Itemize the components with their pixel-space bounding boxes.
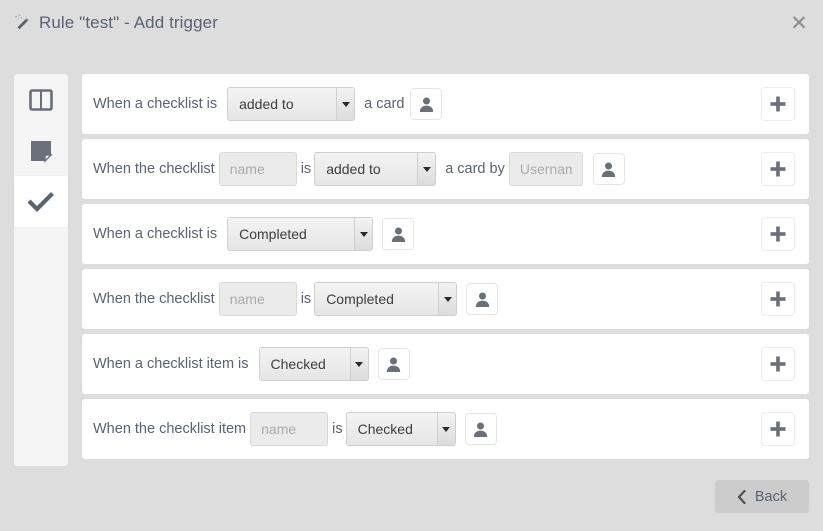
person-icon-button[interactable] — [410, 88, 443, 120]
close-icon[interactable]: ✕ — [785, 9, 813, 37]
select-value: Completed — [239, 226, 307, 242]
trigger-row: When a checklist item is Checked — [82, 334, 809, 394]
trigger-row: When the checklist is Completed — [82, 269, 809, 329]
trigger-label-before: When a checklist is — [93, 226, 218, 242]
person-icon — [419, 97, 434, 112]
person-icon-button[interactable] — [382, 218, 415, 250]
select-value: Checked — [357, 421, 413, 437]
trigger-label-mid: is — [300, 161, 312, 177]
plus-icon — [770, 356, 786, 372]
back-button-label: Back — [754, 488, 788, 505]
person-icon — [391, 227, 405, 242]
magic-wand-icon — [15, 14, 29, 30]
trigger-label-before: When a checklist item is — [93, 356, 249, 372]
select-value: Checked — [270, 356, 326, 372]
chevron-left-icon — [737, 489, 746, 504]
back-button[interactable]: Back — [715, 480, 809, 513]
chevron-down-icon — [436, 413, 455, 445]
checklist-action-select[interactable]: added to — [314, 152, 437, 186]
plus-icon — [770, 161, 786, 177]
trigger-label-before: When a checklist is — [93, 96, 218, 112]
trigger-row: When a checklist is added to a card — [82, 74, 809, 134]
checklist-item-state-select[interactable]: Checked — [258, 347, 369, 381]
select-value: added to — [326, 161, 381, 177]
add-trigger-button[interactable] — [761, 412, 795, 446]
sidebar-item-card[interactable] — [14, 125, 68, 176]
plus-icon — [770, 96, 786, 112]
trigger-label-before: When the checklist — [93, 291, 215, 307]
person-icon-button[interactable] — [377, 348, 410, 380]
trigger-label-after: a card — [364, 96, 405, 112]
board-columns-icon — [29, 88, 53, 111]
trigger-label-before: When the checklist — [93, 161, 215, 177]
page-title: Rule "test" - Add trigger — [12, 13, 218, 33]
person-icon — [475, 292, 489, 307]
add-trigger-button[interactable] — [761, 347, 795, 381]
sidebar-item-checklist[interactable] — [14, 176, 68, 227]
plus-icon — [770, 226, 786, 242]
checklist-item-name-input[interactable] — [250, 412, 329, 446]
chevron-down-icon — [336, 88, 355, 120]
chevron-down-icon — [438, 283, 457, 315]
card-note-icon — [31, 140, 53, 163]
checklist-state-select[interactable]: Completed — [314, 282, 458, 316]
dialog-header: Rule "test" - Add trigger ✕ — [0, 0, 823, 46]
checklist-state-select[interactable]: Completed — [227, 217, 374, 251]
sidebar-item-board[interactable] — [14, 74, 68, 125]
person-icon-button[interactable] — [464, 413, 497, 445]
page-title-text: Rule "test" - Add trigger — [39, 13, 218, 32]
checklist-action-select[interactable]: added to — [227, 87, 356, 121]
select-value: added to — [239, 96, 294, 112]
checkmark-icon — [28, 191, 54, 212]
chevron-down-icon — [349, 348, 368, 380]
trigger-label-before: When the checklist item — [93, 421, 247, 437]
plus-icon — [770, 421, 786, 437]
person-icon — [602, 162, 616, 177]
checklist-name-input[interactable] — [218, 282, 297, 316]
person-icon-button[interactable] — [592, 153, 625, 185]
add-trigger-button[interactable] — [761, 87, 795, 121]
select-value: Completed — [326, 291, 394, 307]
trigger-row: When the checklist item is Checked — [82, 399, 809, 459]
trigger-label-mid: is — [300, 291, 312, 307]
plus-icon — [770, 291, 786, 307]
trigger-label-after: a card by — [445, 161, 505, 177]
trigger-row: When a checklist is Completed — [82, 204, 809, 264]
checklist-item-state-select[interactable]: Checked — [345, 412, 456, 446]
trigger-label-mid: is — [332, 421, 343, 437]
username-input[interactable] — [508, 152, 583, 186]
trigger-list: When a checklist is added to a card — [82, 74, 809, 464]
add-trigger-button[interactable] — [761, 152, 795, 186]
checklist-name-input[interactable] — [218, 152, 297, 186]
trigger-row: When the checklist is added to a card by — [82, 139, 809, 199]
add-trigger-button[interactable] — [761, 282, 795, 316]
chevron-down-icon — [354, 218, 373, 250]
person-icon — [386, 357, 401, 372]
chevron-down-icon — [417, 153, 436, 185]
add-trigger-button[interactable] — [761, 217, 795, 251]
sidebar — [14, 74, 68, 466]
person-icon-button[interactable] — [466, 283, 499, 315]
person-icon — [473, 422, 488, 437]
